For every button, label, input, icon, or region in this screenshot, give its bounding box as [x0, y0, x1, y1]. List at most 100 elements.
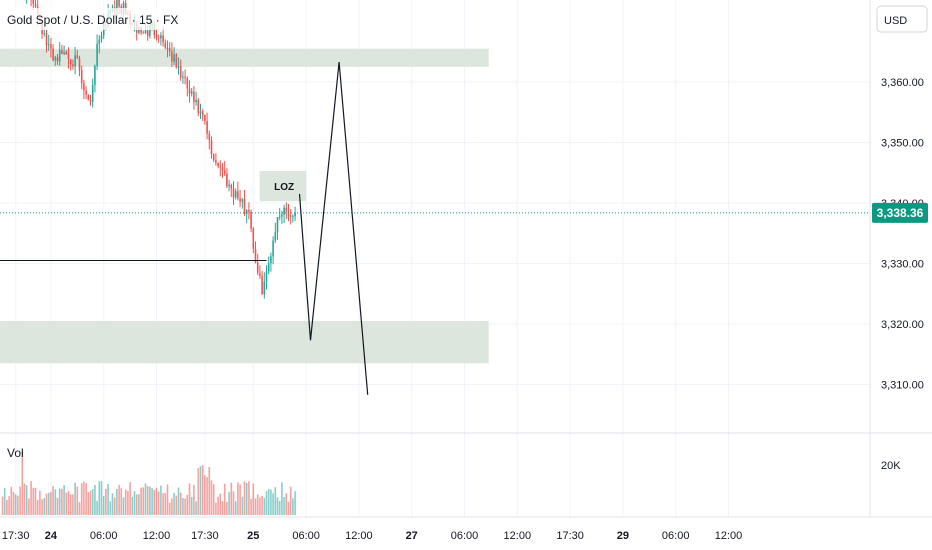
- candle-body: [160, 35, 162, 39]
- volume-bar: [118, 484, 120, 515]
- candle-body: [208, 133, 211, 141]
- volume-bar: [190, 496, 193, 515]
- candle-body: [184, 76, 186, 78]
- volume-bar: [47, 492, 50, 515]
- candle-body: [76, 55, 79, 59]
- volume-bar: [221, 501, 224, 515]
- candle-body: [256, 262, 259, 273]
- time-tick-label: 06:00: [451, 530, 479, 542]
- candle-body: [142, 32, 145, 34]
- volume-bar: [56, 497, 59, 515]
- volume-bar: [12, 491, 15, 515]
- volume-bar: [276, 497, 279, 515]
- candle-body: [173, 54, 175, 62]
- volume-bar: [72, 494, 74, 515]
- candle-body: [283, 207, 285, 215]
- volume-bar: [45, 493, 48, 515]
- volume-bar: [292, 498, 294, 515]
- title-backdrop: [0, 8, 168, 30]
- volume-bar: [204, 475, 206, 515]
- volume-bar: [98, 481, 101, 515]
- time-tick-label: 12:00: [715, 530, 743, 542]
- volume-bar: [142, 487, 145, 515]
- candle-body: [232, 188, 235, 198]
- volume-bar: [241, 496, 244, 515]
- candle-body: [226, 173, 228, 187]
- volume-bar: [151, 488, 153, 515]
- volume-bar: [188, 483, 191, 515]
- price-tick-label: 3,310.00: [881, 380, 924, 392]
- volume-bar: [283, 497, 285, 515]
- currency-label: USD: [884, 15, 907, 27]
- candle-body: [261, 275, 263, 295]
- candle-body: [52, 48, 54, 61]
- volume-bar: [248, 481, 250, 515]
- candle-body: [162, 35, 164, 43]
- volume-bar: [36, 499, 39, 515]
- volume-bar: [164, 493, 167, 515]
- candle-body: [50, 44, 52, 49]
- volume-bar: [3, 488, 6, 515]
- volume-bar: [230, 482, 233, 515]
- candle-body: [193, 91, 195, 103]
- volume-bar: [25, 485, 28, 515]
- time-tick-label: 27: [406, 530, 418, 542]
- volume-bar: [217, 496, 219, 515]
- volume-bar: [210, 480, 213, 515]
- candle-body: [58, 49, 61, 62]
- volume-bar: [1, 496, 4, 515]
- volume-bar: [274, 487, 277, 515]
- volume-bar: [160, 485, 162, 515]
- time-tick-label: 25: [247, 530, 259, 542]
- candle-body: [56, 57, 59, 62]
- volume-bar: [261, 496, 263, 515]
- zone-box: [0, 48, 489, 67]
- volume-bar: [105, 488, 107, 515]
- projection-path: [298, 61, 369, 395]
- candle-body: [98, 39, 101, 44]
- volume-bar: [252, 483, 255, 515]
- volume-label: Vol: [7, 446, 24, 460]
- volume-bar: [162, 493, 164, 515]
- volume-bar: [285, 493, 288, 515]
- candle-body: [215, 160, 217, 163]
- candle-body: [276, 216, 279, 233]
- time-tick-label: 17:30: [191, 530, 219, 542]
- volume-scale-tick: 20K: [881, 460, 901, 472]
- volume-bar: [85, 483, 87, 515]
- volume-bar: [127, 490, 129, 515]
- candle-body: [67, 54, 70, 60]
- candle-body: [234, 191, 237, 198]
- volume-bar: [34, 487, 37, 515]
- candle-body: [188, 88, 191, 94]
- time-tick-label: 06:00: [292, 530, 320, 542]
- candle-body: [175, 54, 178, 68]
- volume-bar: [83, 481, 85, 515]
- candle-body: [177, 66, 180, 68]
- candle-body: [78, 58, 81, 71]
- candle-body: [204, 114, 206, 122]
- candle-body: [144, 30, 147, 34]
- candle-body: [146, 30, 149, 36]
- volume-bar: [111, 493, 114, 515]
- candle-body: [278, 216, 281, 218]
- candle-body: [221, 167, 224, 171]
- volume-bar: [19, 486, 21, 515]
- candle-body: [272, 240, 274, 257]
- candle-body: [285, 207, 288, 212]
- symbol-title[interactable]: Gold Spot / U.S. Dollar · 15 · FX: [7, 13, 178, 27]
- candle-body: [54, 57, 57, 61]
- volume-bar: [287, 501, 290, 515]
- candle-body: [45, 33, 48, 46]
- current-price-badge: 3,338.36: [872, 202, 928, 223]
- time-tick-label: 12:00: [345, 530, 373, 542]
- candle-body: [63, 52, 65, 54]
- volume-bar: [173, 492, 175, 515]
- volume-bar: [179, 492, 182, 515]
- candle-body: [138, 27, 140, 33]
- candle-body: [237, 191, 239, 199]
- volume-bar: [256, 494, 259, 515]
- volume-bar: [96, 500, 98, 515]
- currency-button[interactable]: USD: [876, 5, 928, 33]
